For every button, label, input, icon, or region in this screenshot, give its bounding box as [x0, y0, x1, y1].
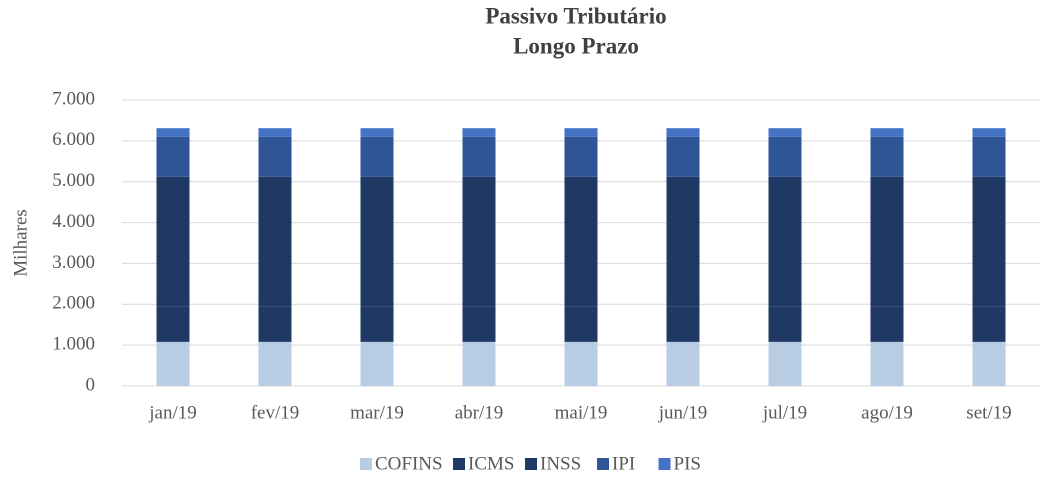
legend-label: COFINS	[375, 453, 443, 474]
x-tick-label: mar/19	[350, 402, 404, 423]
bar-segment	[258, 136, 292, 177]
bar-segment	[972, 306, 1006, 342]
bar-segment	[972, 176, 1006, 307]
chart-title: Passivo Tributário	[485, 3, 666, 28]
bar-segment	[156, 306, 190, 342]
bar-segment	[360, 128, 394, 137]
bar-segment	[462, 306, 496, 342]
legend-swatch	[597, 458, 609, 470]
legend-label: IPI	[612, 453, 635, 474]
bar-segment	[870, 176, 904, 307]
bar-segment	[768, 341, 802, 386]
x-tick-label: fev/19	[251, 402, 300, 423]
bar-segment	[564, 128, 598, 137]
legend-label: INSS	[540, 453, 581, 474]
x-tick-label: abr/19	[455, 402, 504, 423]
bar-segment	[972, 128, 1006, 137]
bar-segment	[972, 341, 1006, 386]
y-tick-label: 2.000	[52, 293, 95, 314]
bar-segment	[258, 128, 292, 137]
bar-segment	[462, 176, 496, 307]
bar-segment	[360, 306, 394, 342]
y-tick-label: 3.000	[52, 252, 95, 273]
x-tick-label: set/19	[966, 402, 1011, 423]
bar-segment	[768, 128, 802, 137]
legend-label: ICMS	[468, 453, 514, 474]
bar-segment	[768, 306, 802, 342]
bar-segment	[564, 341, 598, 386]
x-tick-label: mai/19	[555, 402, 608, 423]
bar-segment	[666, 176, 700, 307]
x-tick-label: jul/19	[762, 402, 807, 423]
bar-segment	[870, 341, 904, 386]
chart-title: Longo Prazo	[513, 33, 639, 58]
bar-segment	[258, 306, 292, 342]
bar-segment	[768, 176, 802, 307]
bar-segment	[666, 128, 700, 137]
legend-swatch	[525, 458, 537, 470]
legend-label: PIS	[674, 453, 701, 474]
bar-segment	[360, 176, 394, 307]
bar-segment	[258, 176, 292, 307]
bar-segment	[156, 341, 190, 386]
y-tick-label: 4.000	[52, 211, 95, 232]
y-tick-label: 0	[86, 374, 96, 395]
y-tick-label: 6.000	[52, 129, 95, 150]
bar-segment	[666, 341, 700, 386]
y-tick-label: 7.000	[52, 88, 95, 109]
bar-segment	[768, 136, 802, 177]
bar-segment	[666, 306, 700, 342]
y-tick-label: 5.000	[52, 170, 95, 191]
bar-segment	[156, 128, 190, 137]
bar-segment	[360, 136, 394, 177]
bar-segment	[156, 136, 190, 177]
x-tick-label: jun/19	[658, 402, 708, 423]
bar-segment	[666, 136, 700, 177]
bar-segment	[462, 136, 496, 177]
bar-segment	[564, 136, 598, 177]
bar-segment	[564, 176, 598, 307]
bar-segment	[870, 136, 904, 177]
bar-segment	[870, 128, 904, 137]
x-tick-label: jan/19	[148, 402, 197, 423]
bar-segment	[156, 176, 190, 307]
bar-segment	[360, 341, 394, 386]
bar-segment	[258, 341, 292, 386]
legend-swatch	[658, 458, 671, 470]
bar-segment	[564, 306, 598, 342]
y-axis-label: Milhares	[10, 209, 31, 277]
legend-swatch	[360, 458, 372, 470]
bar-segment	[972, 136, 1006, 177]
bar-segment	[462, 341, 496, 386]
bar-segment	[870, 306, 904, 342]
bar-segment	[462, 128, 496, 137]
y-tick-label: 1.000	[52, 334, 95, 355]
x-tick-label: ago/19	[861, 402, 913, 423]
legend-swatch	[453, 458, 465, 470]
